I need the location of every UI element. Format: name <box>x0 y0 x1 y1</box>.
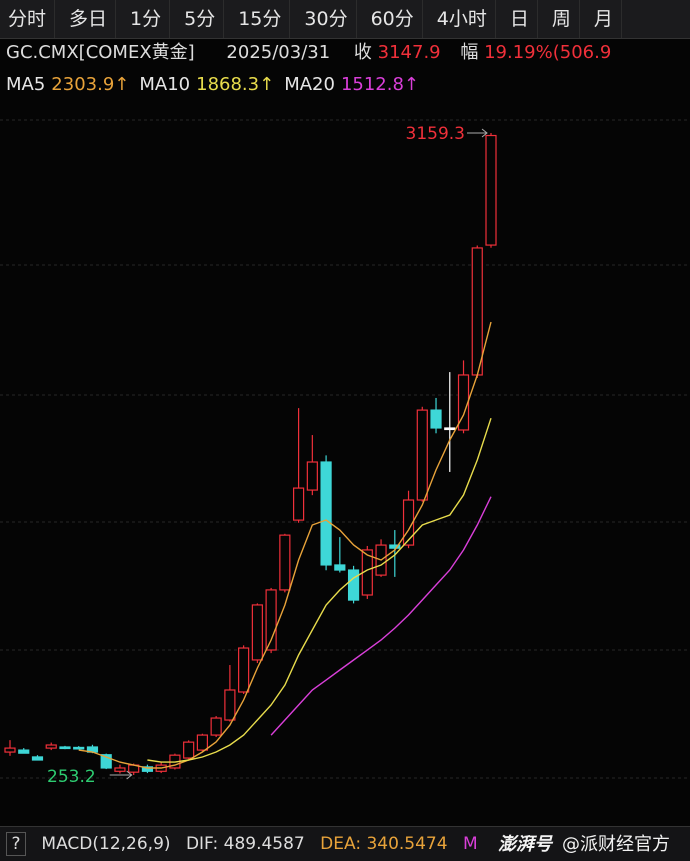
ma-line <box>78 321 492 769</box>
period-tab[interactable]: 多日 <box>61 0 117 38</box>
ma-value: 1868.3↑ <box>196 74 275 95</box>
candle-body <box>347 569 360 601</box>
candle-body <box>45 744 57 749</box>
candle-body <box>100 754 112 769</box>
candle-body <box>416 409 428 501</box>
watermark-text: @派财经官方 <box>562 834 670 855</box>
period-tab[interactable]: 4小时 <box>429 0 496 38</box>
dif: DIF: 489.4587 <box>185 834 305 854</box>
watermark: 澎湃号 @派财经官方 <box>498 827 680 861</box>
low-marker: 253.2 <box>47 767 96 787</box>
period-tab[interactable]: 周 <box>544 0 580 38</box>
period-tab[interactable]: 分时 <box>0 0 56 38</box>
logo: 澎湃号 <box>498 834 552 855</box>
candle-body <box>320 461 332 566</box>
candle-body <box>485 134 497 246</box>
grid <box>0 119 690 779</box>
candle-body <box>430 409 442 429</box>
candle-body <box>265 589 277 651</box>
indicator-bar: ? MACD(12,26,9) DIF: 489.4587 DEA: 340.5… <box>0 826 690 861</box>
candle-body <box>196 734 208 751</box>
candle-body <box>444 427 456 431</box>
dea: DEA: 340.5474 <box>320 834 448 854</box>
period-tab[interactable]: 日 <box>502 0 538 38</box>
candle-body <box>224 689 236 721</box>
candle-body <box>73 746 85 750</box>
period-tabs: 分时 多日 1分 5分 15分 30分 60分 4小时日周月 <box>0 0 690 39</box>
candle-body <box>402 499 415 546</box>
candle-body <box>18 749 30 754</box>
high-marker: 3159.3 <box>406 124 465 144</box>
candle-body <box>4 747 16 753</box>
low-arrow-head <box>126 770 133 780</box>
candle-body <box>279 534 291 591</box>
period-tab[interactable]: 60分 <box>363 0 423 38</box>
chart: 3159.3 253.2 <box>0 119 690 787</box>
period-tab[interactable]: 5分 <box>176 0 225 38</box>
period-tab[interactable]: 30分 <box>296 0 357 38</box>
candle-body <box>210 717 222 736</box>
candle-body <box>183 741 195 759</box>
ma-line <box>147 417 492 763</box>
candle-body <box>306 461 318 491</box>
info-row: GC.CMX[COMEX黄金] 2025/03/31 收 3147.9 幅 19… <box>0 38 690 68</box>
close-label: 收 <box>353 42 372 63</box>
date: 2025/03/31 <box>226 42 331 63</box>
indicator-name[interactable]: MACD(12,26,9) <box>41 834 171 854</box>
ma-line <box>270 496 492 736</box>
change-value: 19.19%(506.9 <box>484 42 612 63</box>
candle-body <box>334 564 346 571</box>
ma-legend: MA5 2303.9↑ MA10 1868.3↑ MA20 1512.8↑ <box>0 70 690 100</box>
candle-body <box>141 766 154 772</box>
candle-body <box>471 247 483 376</box>
candle-body <box>293 487 305 521</box>
period-tab[interactable]: 1分 <box>122 0 171 38</box>
ma-name: MA10 <box>139 74 191 95</box>
candle-body <box>238 647 250 693</box>
close-value: 3147.9 <box>377 42 441 63</box>
candle-body <box>251 604 263 661</box>
change-label: 幅 <box>460 42 479 63</box>
candle-body <box>389 544 401 549</box>
candle-body <box>114 767 126 772</box>
period-tab[interactable]: 月 <box>586 0 622 38</box>
ma-value: 2303.9↑ <box>51 74 130 95</box>
ma-value: 1512.8↑ <box>340 74 420 95</box>
ma-name: MA20 <box>284 74 335 95</box>
high-arrow-head <box>481 128 488 138</box>
ma-name: MA5 <box>6 74 46 95</box>
macd: M <box>462 834 478 854</box>
candle-body <box>31 756 44 761</box>
period-tab[interactable]: 15分 <box>230 0 291 38</box>
help-button[interactable]: ? <box>6 832 26 856</box>
candle-body <box>59 746 71 750</box>
symbol: GC.CMX[COMEX黄金] <box>6 42 195 63</box>
